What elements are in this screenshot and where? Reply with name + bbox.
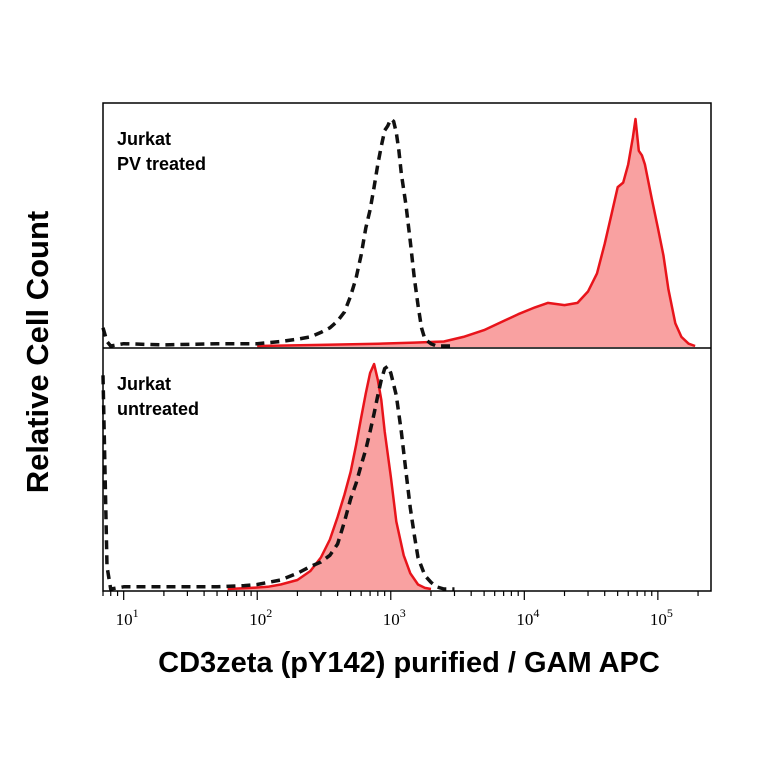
x-axis: 101 102 103 104 105 (102, 591, 699, 629)
histogram-dashed-0-1 (101, 117, 455, 348)
histogram-line-1-0 (227, 362, 432, 591)
histogram-line-0-0 (257, 117, 696, 348)
x-tick-label-1: 102 (249, 606, 272, 629)
panel-top: Jurkat PV treated (101, 117, 696, 348)
x-tick-label-2: 103 (383, 606, 406, 629)
panel-label-1: Jurkat untreated (117, 374, 199, 419)
y-axis-title: Relative Cell Count (20, 211, 55, 494)
histogram-fill-1-0 (227, 364, 431, 590)
plot-area: Jurkat PV treated Jurkat untreated 101 102 1… (101, 102, 712, 629)
histogram-dashed-1-1 (101, 364, 455, 591)
panel-bottom: Jurkat untreated (101, 362, 455, 591)
x-tick-label-0: 101 (116, 606, 139, 629)
x-tick-label-4: 105 (650, 606, 673, 629)
x-axis-title: CD3zeta (pY142) purified / GAM APC (158, 647, 660, 679)
plot-frame (102, 102, 712, 592)
x-tick-label-3: 104 (516, 606, 539, 629)
panel-label-0: Jurkat PV treated (117, 129, 206, 174)
